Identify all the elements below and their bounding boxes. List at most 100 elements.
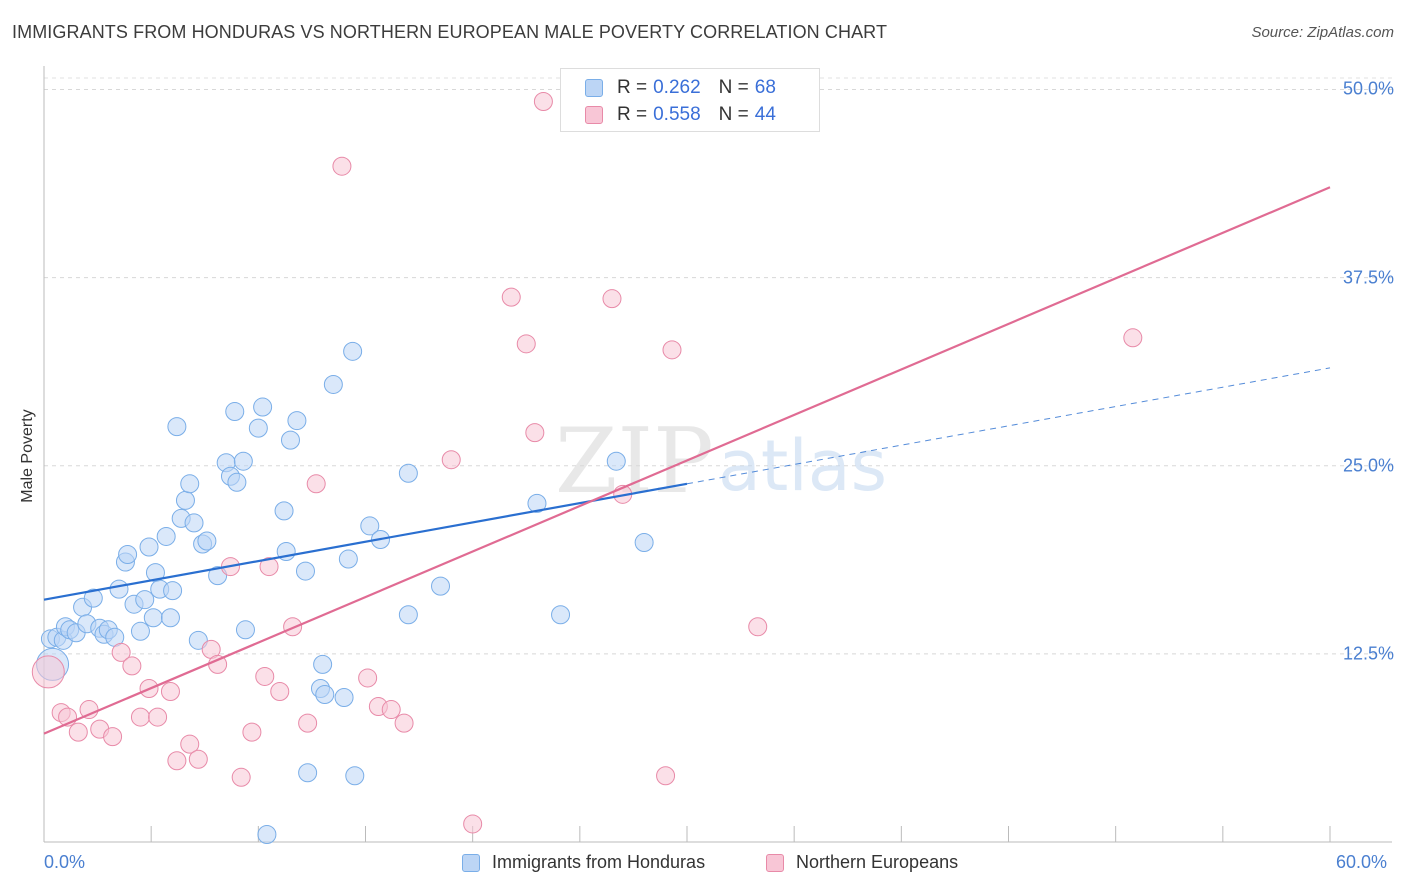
point-honduras	[527, 493, 547, 513]
point-northern-europeans	[332, 156, 352, 176]
watermark: ZIP atlas	[555, 409, 887, 514]
point-honduras	[167, 417, 187, 437]
point-northern-europeans	[1123, 328, 1143, 348]
point-northern-europeans	[68, 722, 88, 742]
point-honduras	[298, 763, 318, 783]
point-northern-europeans	[255, 666, 275, 686]
point-honduras	[118, 545, 138, 565]
point-honduras	[160, 608, 180, 628]
watermark-atlas: atlas	[718, 425, 887, 507]
legend-r-label: R =	[617, 77, 648, 98]
point-northern-europeans	[298, 713, 318, 733]
point-honduras	[398, 605, 418, 625]
point-northern-europeans	[501, 287, 521, 307]
point-honduras	[163, 581, 183, 601]
legend-n-value: 68	[754, 77, 776, 98]
point-honduras	[83, 588, 103, 608]
point-northern-europeans	[602, 289, 622, 309]
bottom-legend-label-northern-europeans: Northern Europeans	[796, 852, 959, 872]
point-honduras	[338, 549, 358, 569]
point-honduras	[334, 688, 354, 708]
point-honduras	[227, 472, 247, 492]
point-northern-europeans	[662, 340, 682, 360]
bottom-legend-northern-europeans: Northern Europeans	[766, 852, 958, 873]
point-northern-europeans	[306, 474, 326, 494]
point-northern-europeans	[259, 557, 279, 577]
trend-line-honduras	[43, 482, 688, 601]
point-honduras	[634, 532, 654, 552]
point-honduras	[315, 685, 335, 705]
point-honduras	[156, 526, 176, 546]
point-honduras	[235, 620, 255, 640]
point-honduras	[431, 576, 451, 596]
point-honduras	[208, 566, 228, 586]
point-northern-europeans	[79, 700, 99, 720]
point-northern-europeans	[441, 450, 461, 470]
point-honduras	[398, 463, 418, 483]
x-tick-label-max: 60.0%	[1336, 852, 1388, 872]
point-northern-europeans	[231, 767, 251, 787]
point-honduras	[345, 766, 365, 786]
legend-row-honduras: R = 0.262 N = 68	[585, 77, 776, 99]
point-honduras	[295, 561, 315, 581]
point-northern-europeans	[516, 334, 536, 354]
legend-n-label: N =	[718, 77, 749, 98]
point-honduras	[343, 341, 363, 361]
point-honduras	[313, 654, 333, 674]
point-northern-europeans	[656, 766, 676, 786]
point-northern-europeans	[167, 751, 187, 771]
x-tick-label-min: 0.0%	[44, 852, 86, 872]
point-northern-europeans	[394, 713, 414, 733]
legend-swatch-honduras	[585, 79, 603, 97]
watermark-zip: ZIP	[555, 409, 714, 514]
bottom-legend-honduras: Immigrants from Honduras	[462, 852, 705, 873]
legend-r-value: 0.262	[653, 77, 701, 98]
point-northern-europeans	[525, 423, 545, 443]
bottom-legend-label-honduras: Immigrants from Honduras	[492, 852, 706, 872]
legend-row-northern-europeans: R = 0.558 N = 44	[585, 104, 776, 126]
trend-lines	[43, 186, 1331, 735]
point-northern-europeans	[358, 668, 378, 688]
point-honduras	[225, 402, 245, 422]
point-honduras	[135, 590, 155, 610]
y-tick-label: 50.0%	[1342, 78, 1394, 99]
point-honduras	[323, 374, 343, 394]
point-northern-europeans	[242, 722, 262, 742]
point-honduras	[184, 513, 204, 533]
point-northern-europeans	[463, 814, 483, 834]
point-northern-europeans	[103, 727, 123, 747]
point-honduras	[180, 474, 200, 494]
point-northern-europeans	[748, 617, 768, 637]
point-honduras	[551, 605, 571, 625]
data-points	[31, 92, 1143, 844]
point-honduras	[253, 397, 273, 417]
gridlines	[44, 77, 1392, 655]
point-northern-europeans	[31, 655, 65, 689]
point-honduras	[257, 824, 277, 844]
legend-n-label: N =	[718, 104, 749, 125]
bottom-legend-swatch-northern-europeans	[766, 853, 784, 872]
legend-r-label: R =	[617, 104, 648, 125]
point-honduras	[287, 411, 307, 431]
point-honduras	[188, 630, 208, 650]
y-tick-label: 25.0%	[1342, 455, 1394, 476]
point-northern-europeans	[533, 92, 553, 112]
point-honduras	[109, 579, 129, 599]
chart-source: Source: ZipAtlas.com	[1251, 24, 1394, 41]
point-honduras	[280, 430, 300, 450]
point-honduras	[130, 621, 150, 641]
legend-n-value: 44	[754, 104, 776, 125]
y-tick-label: 12.5%	[1342, 643, 1394, 664]
point-northern-europeans	[130, 707, 150, 727]
y-tick-label: 37.5%	[1342, 267, 1394, 288]
point-honduras	[175, 490, 195, 510]
point-honduras	[274, 501, 294, 521]
point-honduras	[606, 451, 626, 471]
point-northern-europeans	[180, 734, 200, 754]
point-honduras	[248, 418, 268, 438]
point-honduras	[143, 608, 163, 628]
legend-swatch-northern-europeans	[585, 106, 603, 124]
point-honduras	[139, 537, 159, 557]
point-northern-europeans	[381, 700, 401, 720]
